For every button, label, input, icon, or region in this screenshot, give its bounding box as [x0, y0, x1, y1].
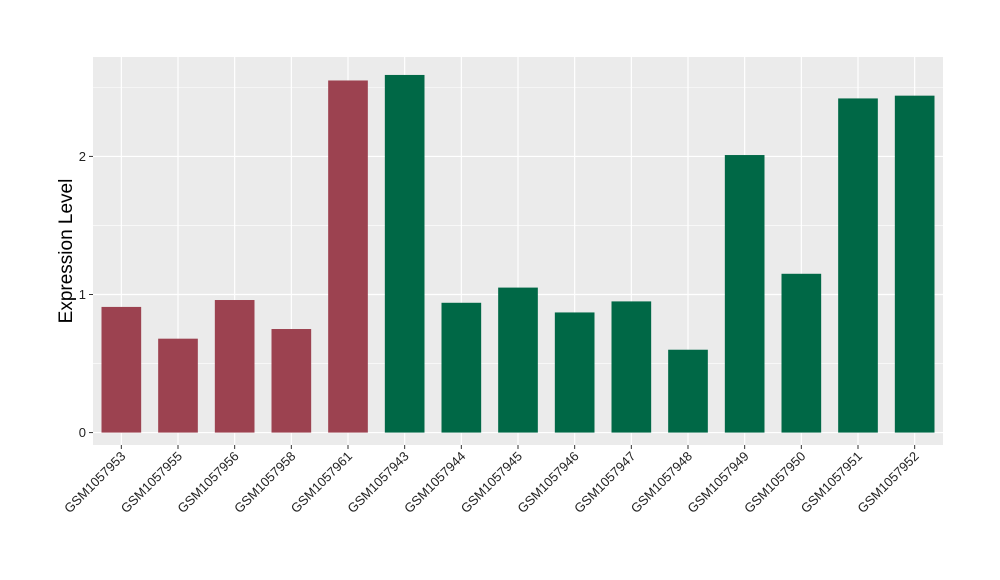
bar	[668, 349, 708, 433]
bar	[271, 329, 312, 433]
y-tick-label: 1	[79, 287, 86, 302]
bar	[611, 301, 652, 433]
y-axis-title: Expression Level	[56, 179, 77, 324]
bar	[554, 312, 595, 433]
bar	[328, 80, 368, 433]
bar	[101, 306, 142, 433]
bar	[724, 155, 765, 433]
bars	[101, 74, 935, 433]
x-axis: GSM1057953GSM1057955GSM1057956GSM1057958…	[61, 445, 922, 516]
bar	[158, 338, 198, 433]
bar	[441, 302, 482, 433]
y-tick-label: 2	[79, 149, 86, 164]
bar	[498, 287, 538, 433]
bar	[214, 300, 255, 433]
bar	[384, 74, 425, 433]
y-axis: 0 1 2	[79, 149, 93, 440]
bar	[894, 95, 935, 433]
bar	[781, 273, 822, 433]
y-tick-label: 0	[79, 425, 86, 440]
bar	[838, 98, 878, 433]
